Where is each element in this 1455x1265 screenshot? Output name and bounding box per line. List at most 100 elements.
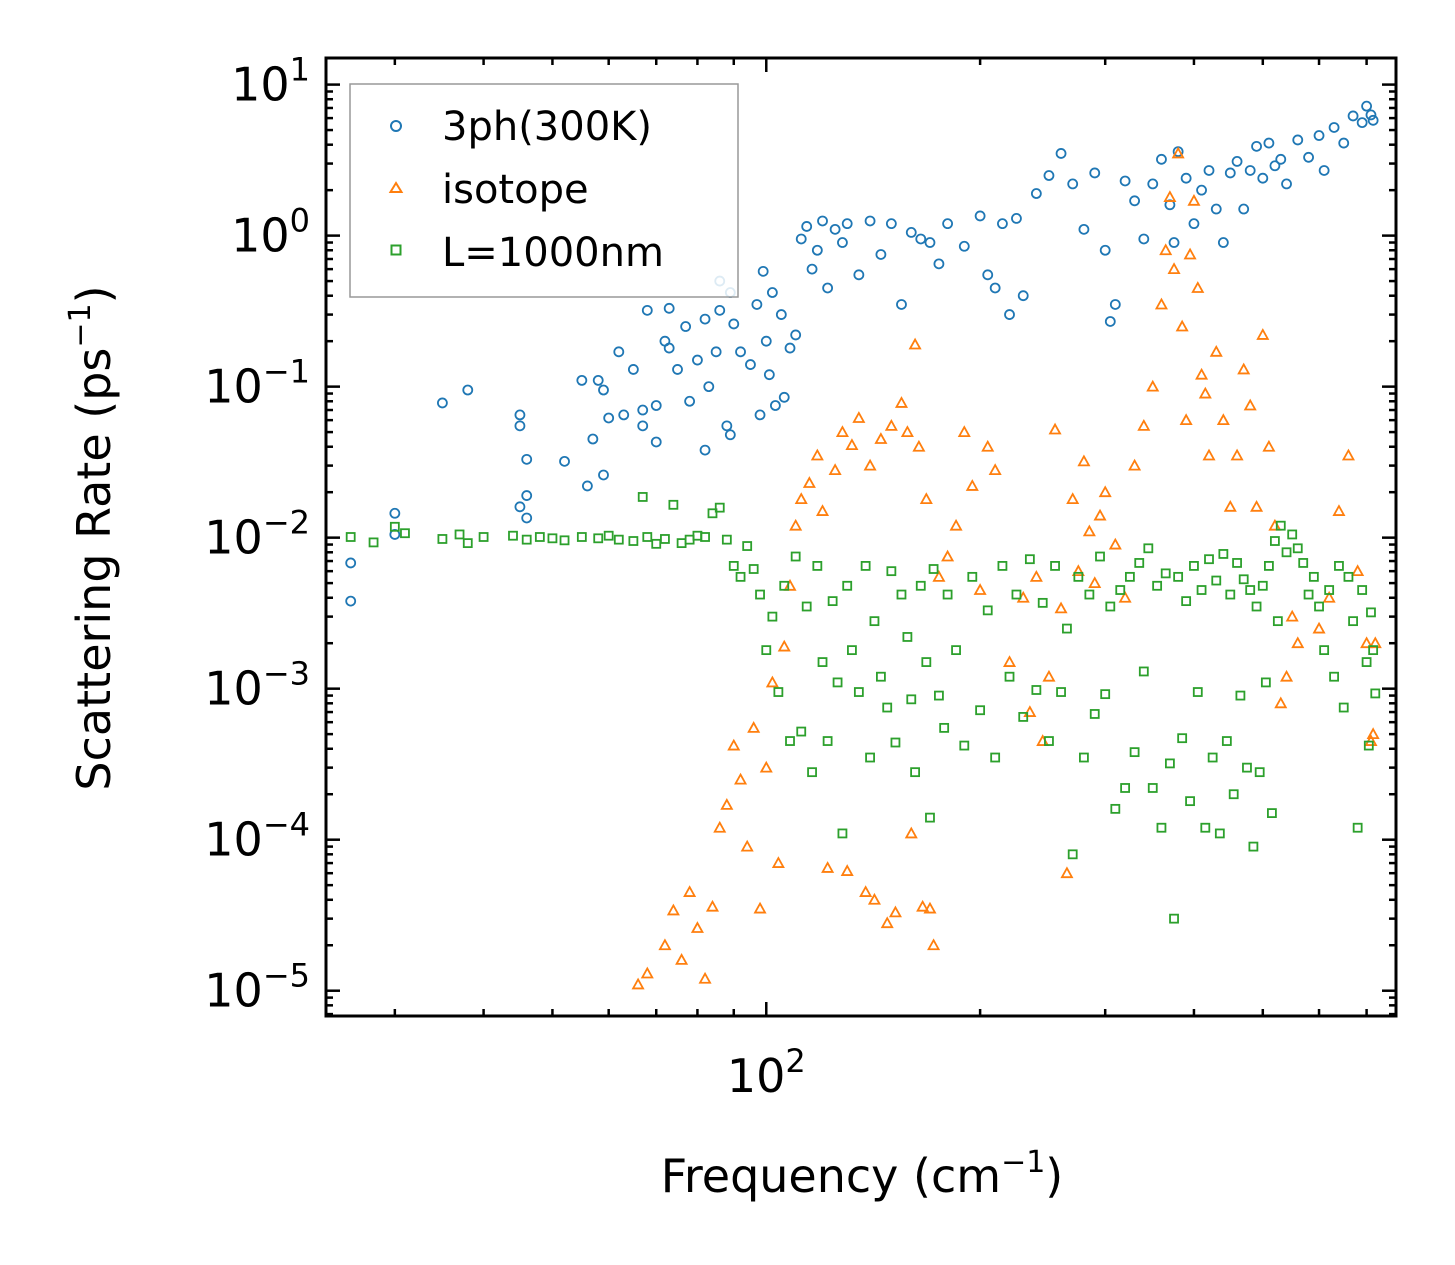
point-3ph [1017, 290, 1029, 302]
point-boundary [902, 632, 913, 642]
point-3ph [1011, 213, 1022, 224]
point-3ph [1238, 203, 1250, 215]
point-boundary [1056, 687, 1066, 697]
point-isotope [658, 938, 672, 951]
point-isotope [1029, 570, 1043, 582]
point-3ph [760, 335, 772, 347]
point-boundary [521, 534, 532, 545]
point-isotope [810, 448, 824, 461]
point-boundary [345, 532, 356, 542]
point-boundary [1214, 828, 1225, 839]
point-isotope [789, 518, 803, 531]
point-3ph [1318, 165, 1330, 176]
point-3ph [1251, 140, 1262, 152]
point-boundary [1235, 690, 1246, 701]
point-boundary [1044, 736, 1054, 746]
point-boundary [1368, 645, 1379, 656]
y-tick-label: 10−5 [204, 957, 310, 1018]
point-boundary [1124, 571, 1135, 582]
point-3ph [775, 309, 787, 320]
point-3ph [663, 302, 675, 314]
point-3ph [751, 299, 763, 310]
point-isotope [734, 772, 748, 785]
point-3ph [637, 420, 649, 432]
point-isotope [1054, 601, 1068, 614]
point-boundary [773, 687, 784, 697]
point-isotope [759, 760, 773, 773]
point-boundary [1338, 702, 1349, 713]
point-boundary [593, 533, 604, 544]
point-isotope [1322, 590, 1336, 603]
point-isotope [1023, 705, 1037, 717]
y-tick-label: 10−3 [204, 655, 310, 716]
point-boundary [1165, 758, 1175, 769]
point-boundary [1251, 601, 1262, 612]
point-boundary [869, 616, 880, 627]
point-boundary [559, 535, 570, 546]
point-isotope [802, 476, 816, 488]
point-boundary [1192, 687, 1203, 697]
point-boundary [790, 551, 801, 562]
point-isotope [900, 425, 914, 437]
point-isotope [1183, 247, 1197, 260]
point-isotope [1118, 590, 1132, 603]
point-3ph [613, 346, 625, 358]
point-3ph [1328, 122, 1340, 133]
point-3ph [942, 218, 954, 230]
point-boundary [748, 564, 759, 574]
point-3ph [974, 210, 986, 222]
point-isotope [894, 396, 909, 408]
point-isotope [941, 549, 955, 562]
point-3ph [692, 354, 703, 366]
series-0 [345, 100, 1379, 607]
x-tick-label: 102 [727, 1042, 806, 1103]
point-boundary [1095, 551, 1105, 562]
point-isotope [690, 921, 704, 933]
point-isotope [981, 439, 995, 452]
point-isotope [1093, 508, 1107, 521]
point-isotope [1341, 448, 1355, 461]
point-isotope [1237, 362, 1251, 375]
point-isotope [1171, 146, 1185, 159]
point-3ph [1303, 151, 1314, 163]
point-boundary [812, 561, 823, 571]
point-isotope [1187, 193, 1201, 206]
point-isotope [1154, 297, 1168, 310]
point-3ph [1257, 172, 1269, 184]
point-isotope [888, 905, 902, 918]
point-3ph [806, 263, 818, 275]
point-boundary [1207, 752, 1218, 763]
point-isotope [1195, 367, 1209, 380]
point-3ph [757, 265, 769, 277]
point-boundary [1011, 589, 1022, 600]
point-isotope [821, 861, 835, 873]
y-tick-label: 10−4 [204, 806, 310, 867]
point-3ph [915, 233, 927, 245]
point-isotope [1066, 492, 1080, 504]
point-boundary [478, 532, 489, 542]
legend-label-boundary: L=1000nm [442, 230, 664, 276]
point-boundary [1366, 607, 1376, 618]
point-isotope [965, 479, 979, 491]
point-boundary [896, 589, 907, 600]
point-boundary [1143, 543, 1154, 554]
point-boundary [1319, 645, 1330, 656]
point-3ph [795, 233, 807, 245]
point-3ph [841, 218, 853, 230]
y-tick-label: 101 [231, 51, 310, 112]
point-boundary [1134, 558, 1145, 568]
point-isotope [631, 977, 645, 990]
point-isotope [1098, 485, 1112, 498]
point-isotope [1312, 621, 1326, 634]
point-boundary [767, 611, 778, 622]
point-boundary [865, 752, 875, 763]
point-3ph [1338, 137, 1350, 149]
point-boundary [1281, 547, 1292, 558]
point-boundary [853, 687, 864, 697]
point-3ph [763, 369, 775, 381]
point-isotope [1364, 734, 1378, 746]
point-3ph [801, 221, 813, 232]
point-3ph [514, 409, 526, 421]
point-isotope [1209, 344, 1223, 357]
point-3ph [637, 404, 649, 416]
